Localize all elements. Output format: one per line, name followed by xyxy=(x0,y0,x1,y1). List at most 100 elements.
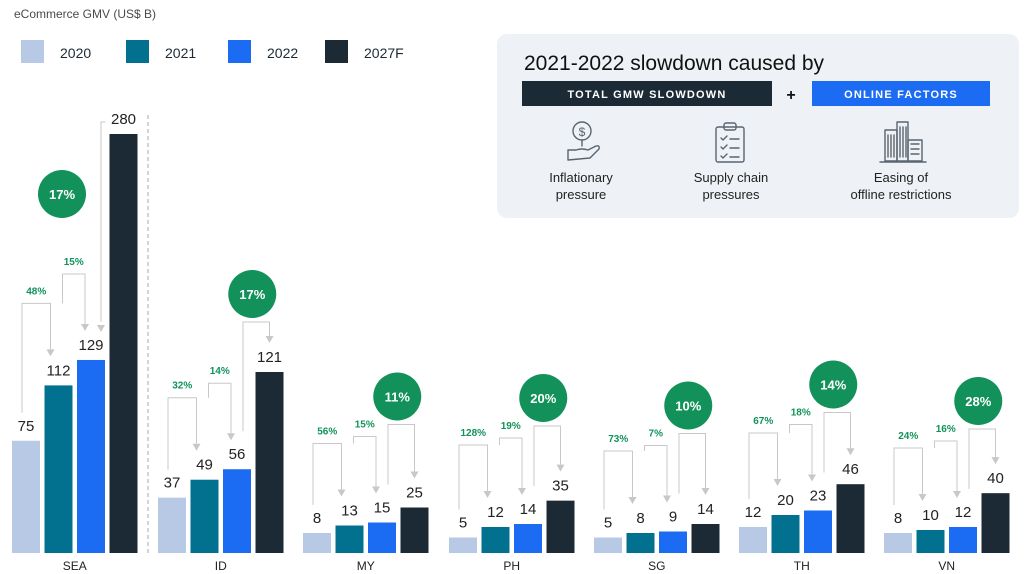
bar-my-2022 xyxy=(368,522,396,553)
value-label-th-2022: 23 xyxy=(810,488,827,505)
arrowhead-id-2022-2027f xyxy=(265,336,274,343)
arrowhead-vn-2020-2021 xyxy=(918,494,927,501)
factor-1-line1: Inflationary xyxy=(549,170,613,185)
legend-label-2020: 2020 xyxy=(60,45,91,61)
value-label-sg-2021: 8 xyxy=(636,510,644,527)
value-label-id-2020: 37 xyxy=(164,475,181,492)
legend-label-2022: 2022 xyxy=(267,45,298,61)
cagr-label-ph: 20% xyxy=(530,391,556,406)
bar-sea-2020 xyxy=(12,440,40,553)
value-label-sg-2027f: 14 xyxy=(697,501,714,518)
bar-vn-2022 xyxy=(949,527,977,553)
legend-label-2027f: 2027F xyxy=(364,45,404,61)
cagr-label-sg: 10% xyxy=(675,399,701,414)
bar-vn-2027f xyxy=(981,493,1010,553)
bars xyxy=(12,134,1010,553)
legend: 2020 2021 2022 2027F xyxy=(21,40,404,63)
y-axis-label: eCommerce GMV (US$ B) xyxy=(14,7,156,21)
connector-my-2022-2027f xyxy=(387,424,415,485)
connector-vn-2020-2021 xyxy=(893,447,923,505)
cagr-circle-sea xyxy=(38,170,86,218)
arrowhead-id-2020-2021 xyxy=(192,443,201,451)
growth-label-id-2020-2021: 32% xyxy=(172,381,192,392)
clipboard-checklist-icon xyxy=(715,122,745,163)
value-label-my-2027f: 25 xyxy=(406,485,423,502)
cagr-label-id: 17% xyxy=(239,287,265,302)
bar-sg-2027f xyxy=(691,524,720,553)
arrowhead-sg-2021-2022 xyxy=(663,495,671,503)
category-label-sg: SG xyxy=(648,559,665,573)
cagr-circle-th xyxy=(809,360,858,409)
value-label-id-2022: 56 xyxy=(229,446,246,463)
bar-ph-2027f xyxy=(546,500,575,553)
category-label-sea: SEA xyxy=(63,559,87,573)
bar-id-2027f xyxy=(255,372,284,553)
arrowhead-ph-2022-2027f xyxy=(556,464,565,472)
bar-th-2027f xyxy=(836,484,865,553)
arrowhead-vn-2021-2022 xyxy=(953,491,961,498)
arrowhead-ph-2020-2021 xyxy=(483,491,492,498)
connector-id-2021-2022 xyxy=(208,382,232,434)
connector-ph-2021-2022 xyxy=(499,437,523,488)
plus-sign: + xyxy=(786,87,795,104)
growth-label-my-2021-2022: 15% xyxy=(355,420,375,431)
factor-2-line2: pressures xyxy=(702,187,760,202)
category-labels: SEA ID MY PH SG TH VN xyxy=(63,559,955,573)
growth-label-th-2020-2021: 67% xyxy=(753,416,773,427)
legend-swatch-2022 xyxy=(228,40,251,63)
value-label-ph-2022: 14 xyxy=(520,501,537,518)
cagr-label-sea: 17% xyxy=(49,187,75,202)
value-label-vn-2020: 8 xyxy=(894,510,902,527)
connector-sea-2021-2022 xyxy=(62,273,86,324)
legend-swatch-2020 xyxy=(21,40,44,63)
factor-3-line2: offline restrictions xyxy=(851,187,952,202)
legend-swatch-2027f xyxy=(325,40,348,63)
category-label-vn: VN xyxy=(938,559,955,573)
tag-total-slowdown xyxy=(522,81,772,106)
connector-vn-2022-2027f xyxy=(968,428,996,489)
svg-text:$: $ xyxy=(579,125,586,139)
connector-sg-2022-2027f xyxy=(678,433,706,494)
bar-my-2020 xyxy=(303,533,331,553)
tag-online-factors xyxy=(812,81,990,106)
connector-ph-2020-2021 xyxy=(458,444,488,510)
bar-th-2022 xyxy=(804,510,832,553)
legend-label-2021: 2021 xyxy=(165,45,196,61)
value-label-my-2021: 13 xyxy=(341,503,358,520)
value-label-sea-2027f: 280 xyxy=(111,111,136,128)
bar-sea-2022 xyxy=(77,359,105,553)
arrowhead-sea-2020-2021 xyxy=(46,349,55,357)
cagr-circle-vn xyxy=(954,377,1003,425)
category-label-ph: PH xyxy=(503,559,520,573)
bar-th-2021 xyxy=(771,515,800,553)
cagr-label-th: 14% xyxy=(820,378,846,393)
value-label-sea-2021: 112 xyxy=(47,362,71,379)
bar-id-2022 xyxy=(223,469,251,553)
cagr-label-my: 11% xyxy=(385,390,411,405)
value-label-sea-2022: 129 xyxy=(78,337,103,354)
arrowhead-sea-2022-2027f xyxy=(97,324,105,332)
value-label-sg-2022: 9 xyxy=(669,509,677,526)
arrowhead-sg-2022-2027f xyxy=(701,488,710,495)
value-label-id-2027f: 121 xyxy=(257,349,282,366)
value-label-th-2020: 12 xyxy=(745,504,762,521)
bar-ph-2022 xyxy=(514,524,542,553)
bar-sg-2020 xyxy=(594,537,622,553)
value-labels: 75 112 129 280 37 49 56 121 8 13 15 25 5 12 14 35 5 8 9 14 1… xyxy=(18,111,1004,532)
arrowhead-th-2022-2027f xyxy=(846,448,855,456)
value-label-sg-2020: 5 xyxy=(604,515,612,532)
bar-vn-2021 xyxy=(916,530,945,553)
growth-label-sg-2021-2022: 7% xyxy=(649,429,664,440)
value-label-th-2021: 20 xyxy=(777,492,794,509)
factor-1-line2: pressure xyxy=(556,187,607,202)
value-label-my-2022: 15 xyxy=(374,500,391,517)
growth-label-vn-2020-2021: 24% xyxy=(898,431,918,442)
arrowhead-vn-2022-2027f xyxy=(991,457,1000,465)
bar-sea-2021 xyxy=(44,385,73,553)
arrowhead-th-2020-2021 xyxy=(773,479,782,486)
category-label-th: TH xyxy=(794,559,810,573)
growth-label-ph-2020-2021: 128% xyxy=(460,428,486,439)
value-label-sea-2020: 75 xyxy=(18,418,35,435)
growth-labels: 48% 15% 17% 32% 14% 17% 56% 15% 11% 128% 19% 20% 73%… xyxy=(26,170,1003,445)
connector-th-2022-2027f xyxy=(823,412,851,473)
